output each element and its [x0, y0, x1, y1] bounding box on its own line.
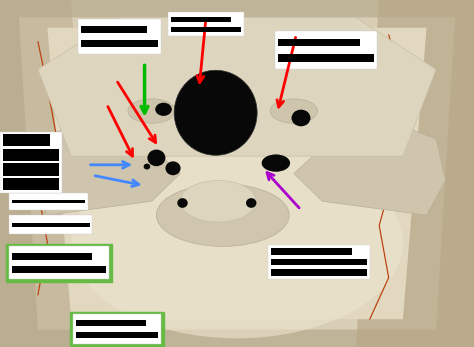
Ellipse shape: [144, 164, 150, 170]
Bar: [73, 314, 161, 344]
Bar: [81, 40, 158, 47]
Bar: [271, 269, 367, 276]
Bar: [278, 54, 374, 62]
Ellipse shape: [128, 99, 175, 123]
Bar: [12, 223, 90, 227]
Bar: [78, 19, 161, 54]
Polygon shape: [38, 17, 436, 156]
Bar: [171, 27, 241, 32]
Bar: [278, 39, 360, 46]
Bar: [3, 178, 59, 190]
Bar: [12, 266, 106, 273]
Bar: [9, 246, 109, 279]
Bar: [9, 193, 88, 210]
Bar: [271, 248, 353, 255]
Bar: [268, 245, 370, 279]
Bar: [9, 215, 92, 234]
Ellipse shape: [147, 150, 165, 166]
Bar: [171, 17, 231, 22]
Bar: [12, 200, 85, 203]
Bar: [70, 312, 164, 346]
Polygon shape: [19, 17, 455, 330]
Ellipse shape: [177, 198, 188, 208]
Polygon shape: [294, 121, 446, 215]
Ellipse shape: [262, 154, 290, 172]
Bar: [3, 163, 59, 176]
Bar: [3, 134, 50, 146]
Bar: [0, 132, 62, 193]
Ellipse shape: [180, 180, 256, 222]
Ellipse shape: [156, 184, 289, 246]
Polygon shape: [356, 0, 474, 347]
Bar: [271, 259, 367, 265]
Ellipse shape: [174, 70, 257, 155]
Bar: [168, 12, 244, 36]
Bar: [6, 244, 112, 282]
Ellipse shape: [71, 147, 403, 338]
Polygon shape: [0, 0, 95, 347]
Ellipse shape: [165, 161, 181, 175]
Bar: [76, 332, 158, 338]
Bar: [3, 149, 59, 161]
Polygon shape: [47, 28, 427, 319]
Bar: [12, 253, 92, 260]
Ellipse shape: [292, 110, 310, 126]
Polygon shape: [28, 121, 180, 215]
Ellipse shape: [155, 103, 172, 116]
Bar: [81, 26, 147, 33]
Bar: [275, 31, 377, 69]
Ellipse shape: [246, 198, 256, 208]
Ellipse shape: [270, 99, 318, 123]
Bar: [76, 320, 146, 326]
